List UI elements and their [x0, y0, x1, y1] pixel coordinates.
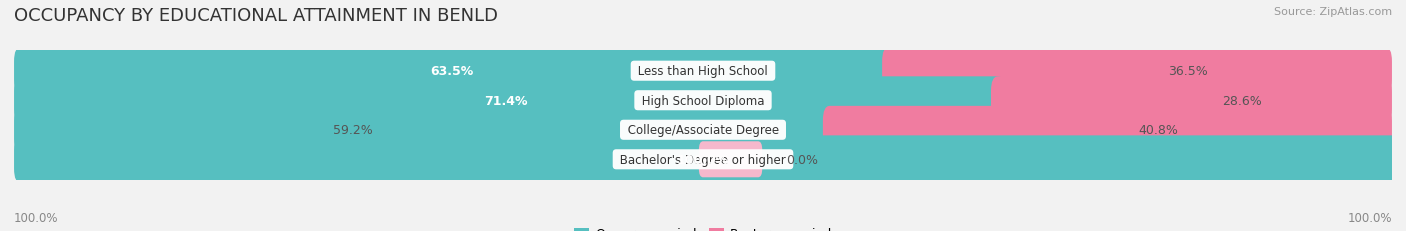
- Text: 36.5%: 36.5%: [1168, 65, 1208, 78]
- FancyBboxPatch shape: [14, 77, 1392, 125]
- FancyBboxPatch shape: [14, 136, 1399, 183]
- Text: 71.4%: 71.4%: [484, 94, 527, 107]
- FancyBboxPatch shape: [14, 77, 1005, 125]
- Text: 63.5%: 63.5%: [430, 65, 474, 78]
- FancyBboxPatch shape: [991, 77, 1392, 125]
- Text: Source: ZipAtlas.com: Source: ZipAtlas.com: [1274, 7, 1392, 17]
- Text: College/Associate Degree: College/Associate Degree: [624, 124, 782, 137]
- FancyBboxPatch shape: [14, 48, 1392, 95]
- FancyBboxPatch shape: [882, 48, 1392, 95]
- FancyBboxPatch shape: [14, 48, 896, 95]
- Text: 59.2%: 59.2%: [333, 124, 373, 137]
- Text: Bachelor's Degree or higher: Bachelor's Degree or higher: [616, 153, 790, 166]
- FancyBboxPatch shape: [14, 106, 837, 154]
- Text: 100.0%: 100.0%: [1347, 211, 1392, 224]
- Text: OCCUPANCY BY EDUCATIONAL ATTAINMENT IN BENLD: OCCUPANCY BY EDUCATIONAL ATTAINMENT IN B…: [14, 7, 498, 25]
- FancyBboxPatch shape: [823, 106, 1392, 154]
- Text: 28.6%: 28.6%: [1222, 94, 1263, 107]
- FancyBboxPatch shape: [14, 106, 1392, 154]
- Text: 100.0%: 100.0%: [676, 153, 730, 166]
- Text: 100.0%: 100.0%: [14, 211, 59, 224]
- Text: High School Diploma: High School Diploma: [638, 94, 768, 107]
- Text: 40.8%: 40.8%: [1139, 124, 1178, 137]
- Text: Less than High School: Less than High School: [634, 65, 772, 78]
- Legend: Owner-occupied, Renter-occupied: Owner-occupied, Renter-occupied: [568, 222, 838, 231]
- FancyBboxPatch shape: [699, 142, 762, 178]
- Text: 0.0%: 0.0%: [786, 153, 818, 166]
- FancyBboxPatch shape: [14, 136, 1392, 183]
